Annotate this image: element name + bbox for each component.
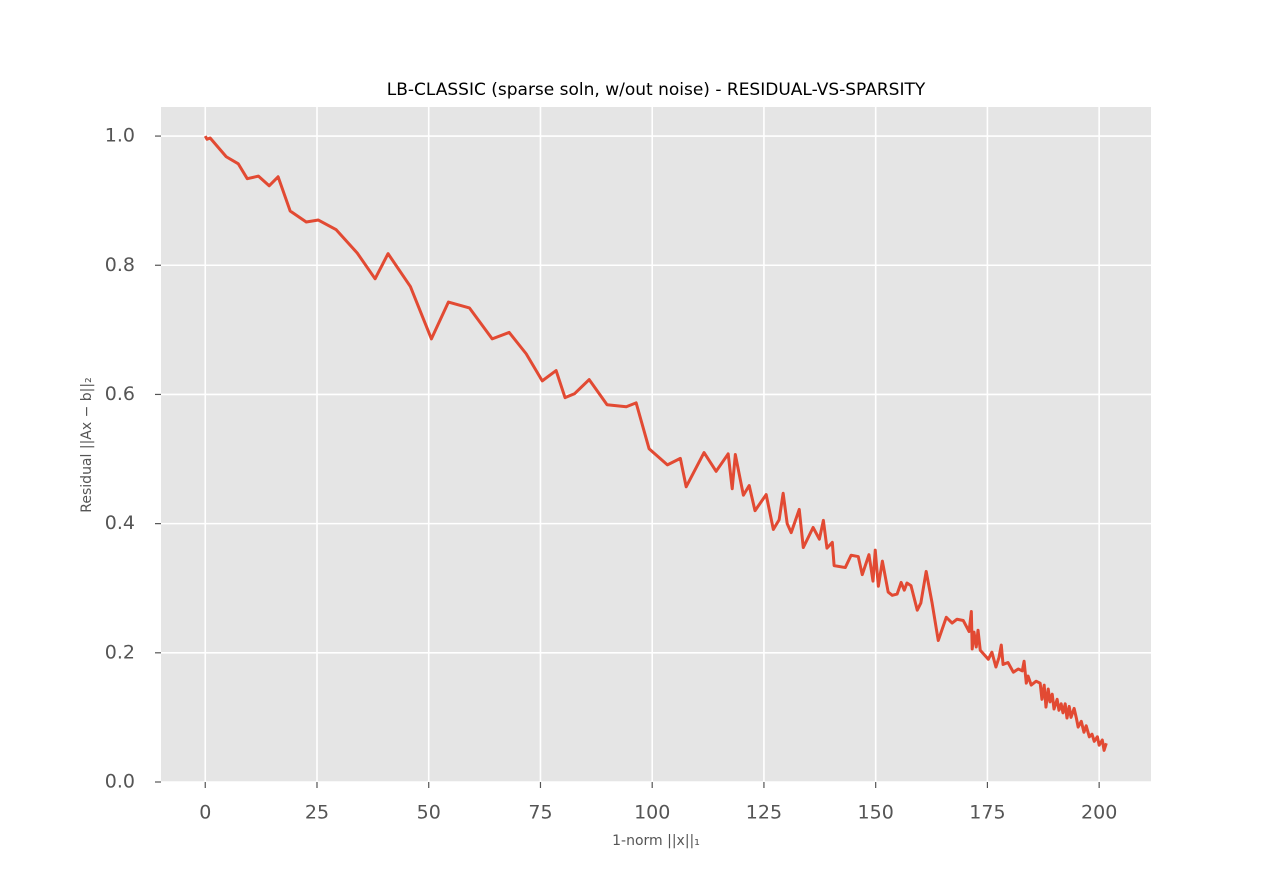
y-axis-label: Residual ||Ax − b||₂ [79,377,95,512]
x-tick-label: 75 [528,802,552,824]
x-tick-label: 25 [305,802,329,824]
y-tick-label: 1.0 [105,125,135,147]
x-axis-label: 1-norm ||x||₁ [612,833,700,849]
x-tick-label: 150 [858,802,894,824]
x-tick-label: 100 [634,802,670,824]
plot-area [161,107,1151,782]
x-tick-label: 50 [417,802,441,824]
x-tick-label: 125 [746,802,782,824]
x-tick-label: 175 [969,802,1005,824]
y-tick-label: 0.2 [105,641,135,663]
x-tick-label: 200 [1081,802,1117,824]
x-tick-label: 0 [199,802,211,824]
y-tick-label: 0.6 [105,383,135,405]
line [203,135,1108,752]
chart-title: LB-CLASSIC (sparse soln, w/out noise) - … [387,80,926,100]
y-tick-label: 0.4 [105,512,135,534]
y-tick-label: 0.0 [105,771,135,793]
y-tick-label: 0.8 [105,254,135,276]
